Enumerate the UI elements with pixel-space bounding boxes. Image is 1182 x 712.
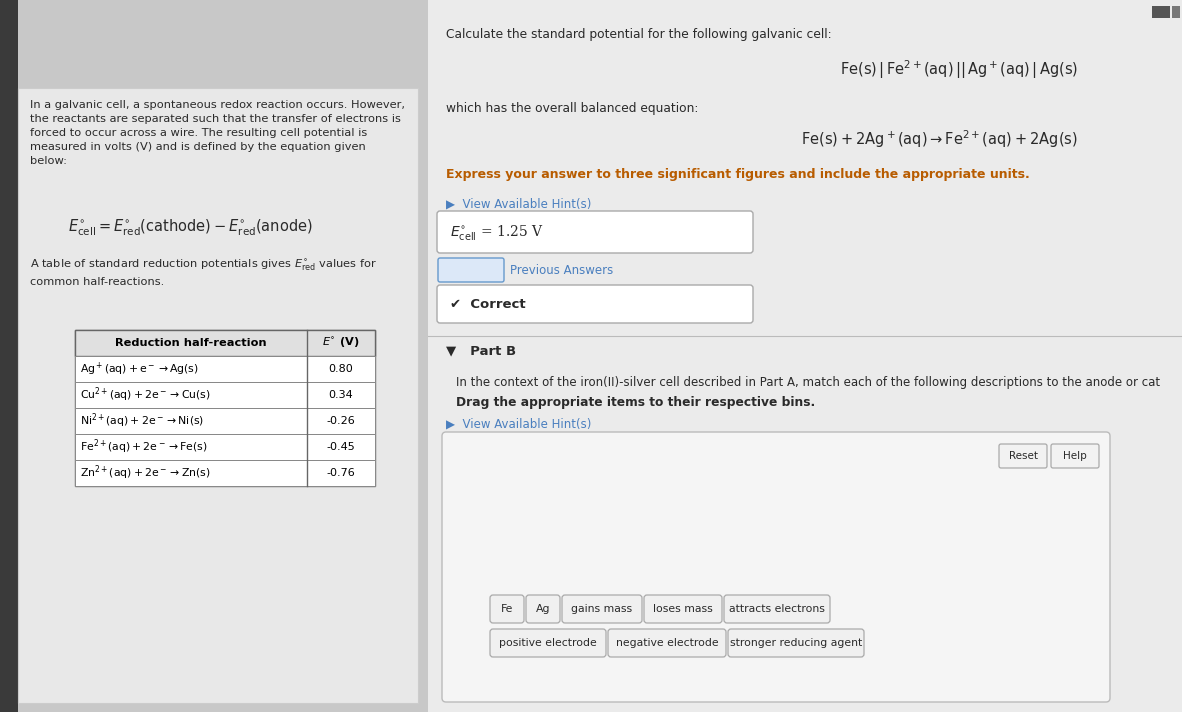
Text: $\mathrm{Ni^{2+}(aq) + 2e^- \rightarrow Ni(s)}$: $\mathrm{Ni^{2+}(aq) + 2e^- \rightarrow … xyxy=(80,412,204,430)
Text: ▶  View Available Hint(s): ▶ View Available Hint(s) xyxy=(446,418,591,431)
FancyBboxPatch shape xyxy=(526,595,560,623)
Bar xyxy=(74,356,375,382)
Bar xyxy=(74,408,375,434)
Text: negative electrode: negative electrode xyxy=(616,638,719,648)
FancyBboxPatch shape xyxy=(1051,444,1099,468)
Text: $\mathrm{Fe(s) + 2Ag^+(aq) \rightarrow Fe^{2+}(aq) + 2Ag(s)}$: $\mathrm{Fe(s) + 2Ag^+(aq) \rightarrow F… xyxy=(801,128,1078,150)
Text: A table of standard reduction potentials gives $E^{\circ}_{\mathrm{red}}$ values: A table of standard reduction potentials… xyxy=(30,258,377,287)
Text: $E^{\circ}_{\mathrm{cell}}$ = 1.25 V: $E^{\circ}_{\mathrm{cell}}$ = 1.25 V xyxy=(450,222,544,241)
Text: attracts electrons: attracts electrons xyxy=(729,604,825,614)
Text: positive electrode: positive electrode xyxy=(499,638,597,648)
Text: gains mass: gains mass xyxy=(571,604,632,614)
Bar xyxy=(74,330,375,356)
Text: Reset: Reset xyxy=(1008,451,1038,461)
FancyBboxPatch shape xyxy=(491,595,524,623)
Text: ▼   Part B: ▼ Part B xyxy=(446,344,517,357)
Text: -0.76: -0.76 xyxy=(326,468,356,478)
Bar xyxy=(1173,6,1180,18)
Text: -0.45: -0.45 xyxy=(326,442,356,452)
Text: $\mathrm{Fe(s)\,|\,Fe^{2+}(aq)\,||\,Ag^+(aq)\,|\,Ag(s)}$: $\mathrm{Fe(s)\,|\,Fe^{2+}(aq)\,||\,Ag^+… xyxy=(839,58,1078,80)
FancyBboxPatch shape xyxy=(728,629,864,657)
Bar xyxy=(1152,6,1170,18)
Text: 0.80: 0.80 xyxy=(329,364,353,374)
Text: In a galvanic cell, a spontaneous redox reaction occurs. However,
the reactants : In a galvanic cell, a spontaneous redox … xyxy=(30,100,405,166)
Text: $\mathrm{Cu^{2+}(aq) + 2e^- \rightarrow Cu(s)}$: $\mathrm{Cu^{2+}(aq) + 2e^- \rightarrow … xyxy=(80,386,210,404)
Text: stronger reducing agent: stronger reducing agent xyxy=(729,638,862,648)
Text: $\mathrm{Fe^{2+}(aq) + 2e^- \rightarrow Fe(s)}$: $\mathrm{Fe^{2+}(aq) + 2e^- \rightarrow … xyxy=(80,438,208,456)
Text: Fe: Fe xyxy=(501,604,513,614)
Text: Ag: Ag xyxy=(535,604,551,614)
FancyBboxPatch shape xyxy=(437,285,753,323)
Text: -0.26: -0.26 xyxy=(326,416,356,426)
Bar xyxy=(74,330,375,486)
Text: $\mathrm{Zn^{2+}(aq) + 2e^- \rightarrow Zn(s)}$: $\mathrm{Zn^{2+}(aq) + 2e^- \rightarrow … xyxy=(80,464,210,482)
FancyBboxPatch shape xyxy=(437,211,753,253)
Text: Drag the appropriate items to their respective bins.: Drag the appropriate items to their resp… xyxy=(456,396,816,409)
Bar xyxy=(428,0,1182,712)
Bar xyxy=(74,460,375,486)
FancyBboxPatch shape xyxy=(18,88,418,703)
Text: Express your answer to three significant figures and include the appropriate uni: Express your answer to three significant… xyxy=(446,168,1030,181)
Bar xyxy=(74,434,375,460)
Text: Reduction half-reaction: Reduction half-reaction xyxy=(115,338,267,348)
Text: $E^{\circ}$ (V): $E^{\circ}$ (V) xyxy=(323,336,359,350)
Text: $E^{\circ}_{\mathrm{cell}} = E^{\circ}_{\mathrm{red}}(\mathrm{cathode}) - E^{\ci: $E^{\circ}_{\mathrm{cell}} = E^{\circ}_{… xyxy=(69,218,313,239)
FancyBboxPatch shape xyxy=(608,629,726,657)
FancyBboxPatch shape xyxy=(442,432,1110,702)
Bar xyxy=(0,0,18,712)
Text: $\mathrm{Ag^+(aq) + e^- \rightarrow Ag(s)}$: $\mathrm{Ag^+(aq) + e^- \rightarrow Ag(s… xyxy=(80,360,199,377)
Text: which has the overall balanced equation:: which has the overall balanced equation: xyxy=(446,102,699,115)
FancyBboxPatch shape xyxy=(644,595,722,623)
FancyBboxPatch shape xyxy=(491,629,606,657)
Text: Calculate the standard potential for the following galvanic cell:: Calculate the standard potential for the… xyxy=(446,28,832,41)
Bar xyxy=(74,382,375,408)
Text: Previous Answers: Previous Answers xyxy=(509,263,613,276)
Text: loses mass: loses mass xyxy=(654,604,713,614)
FancyBboxPatch shape xyxy=(725,595,830,623)
FancyBboxPatch shape xyxy=(439,258,504,282)
Text: ▶  View Available Hint(s): ▶ View Available Hint(s) xyxy=(446,198,591,211)
Text: In the context of the iron(II)-silver cell described in Part A, match each of th: In the context of the iron(II)-silver ce… xyxy=(456,376,1160,389)
FancyBboxPatch shape xyxy=(999,444,1047,468)
Text: Help: Help xyxy=(1063,451,1087,461)
Text: ✔  Correct: ✔ Correct xyxy=(450,298,526,310)
FancyBboxPatch shape xyxy=(561,595,642,623)
Text: 0.34: 0.34 xyxy=(329,390,353,400)
